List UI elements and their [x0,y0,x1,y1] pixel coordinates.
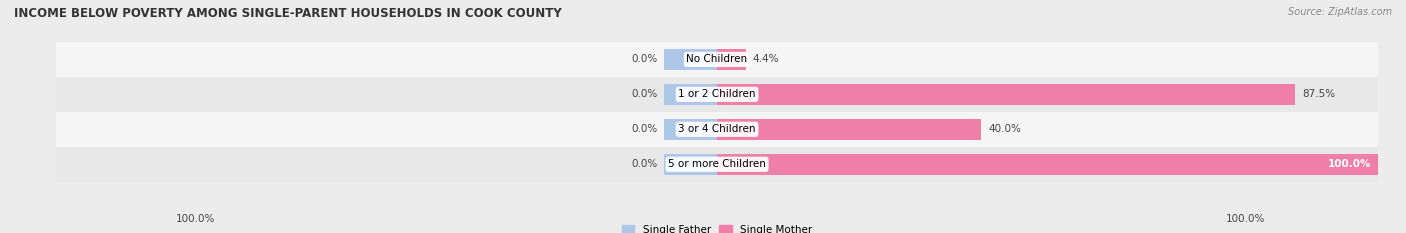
Text: 0.0%: 0.0% [631,159,658,169]
Bar [56,77,1378,112]
Bar [717,84,1295,105]
Text: INCOME BELOW POVERTY AMONG SINGLE-PARENT HOUSEHOLDS IN COOK COUNTY: INCOME BELOW POVERTY AMONG SINGLE-PARENT… [14,7,562,20]
Text: 100.0%: 100.0% [1226,214,1265,224]
Bar [56,42,1378,77]
Text: 100.0%: 100.0% [1327,159,1371,169]
Bar [717,154,1378,175]
Text: 5 or more Children: 5 or more Children [668,159,766,169]
Text: 4.4%: 4.4% [752,55,779,64]
Text: Source: ZipAtlas.com: Source: ZipAtlas.com [1288,7,1392,17]
Legend: Single Father, Single Mother: Single Father, Single Mother [617,221,817,233]
Text: 87.5%: 87.5% [1302,89,1336,99]
Text: 0.0%: 0.0% [631,124,658,134]
Text: 1 or 2 Children: 1 or 2 Children [678,89,756,99]
Text: 3 or 4 Children: 3 or 4 Children [678,124,756,134]
Text: 0.0%: 0.0% [631,55,658,64]
Bar [664,49,717,70]
Text: 0.0%: 0.0% [631,89,658,99]
Bar [664,119,717,140]
Bar [56,147,1378,182]
Bar [56,112,1378,147]
Text: 40.0%: 40.0% [988,124,1021,134]
Bar [717,49,747,70]
Bar [717,119,981,140]
Text: 100.0%: 100.0% [176,214,215,224]
Bar [664,154,717,175]
Bar [664,84,717,105]
Text: No Children: No Children [686,55,748,64]
